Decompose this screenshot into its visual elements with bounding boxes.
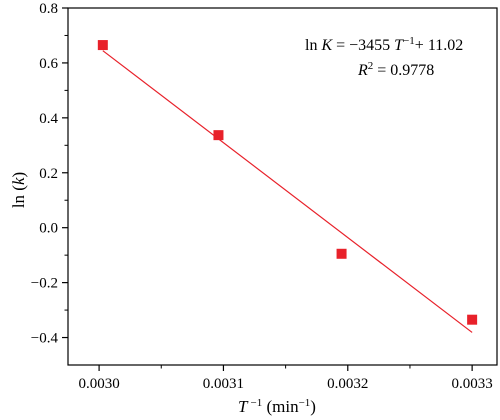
y-tick-label: 0.2 bbox=[39, 166, 58, 182]
x-tick-label: 0.0033 bbox=[452, 376, 493, 392]
y-axis-label: ln (k) bbox=[9, 172, 28, 208]
r-squared-label: R2 = 0.9778 bbox=[357, 60, 434, 79]
data-point bbox=[467, 314, 478, 325]
y-tick-label: 0.0 bbox=[39, 221, 58, 237]
y-tick-label: 0.4 bbox=[39, 111, 58, 127]
y-tick-label: −0.4 bbox=[31, 331, 59, 347]
x-tick-label: 0.0031 bbox=[203, 376, 244, 392]
data-point bbox=[336, 248, 347, 259]
data-point bbox=[213, 130, 224, 141]
x-tick-label: 0.0032 bbox=[327, 376, 368, 392]
x-tick-label: 0.0030 bbox=[78, 376, 119, 392]
fit-line bbox=[102, 50, 473, 333]
fit-equation: ln K = −3455 T−1+ 11.02 bbox=[305, 35, 463, 54]
y-tick-label: 0.8 bbox=[39, 1, 58, 17]
data-point bbox=[97, 40, 108, 51]
x-axis-label: T −1 (min−1) bbox=[238, 397, 316, 416]
y-tick-label: 0.6 bbox=[39, 56, 58, 72]
y-tick-label: −0.2 bbox=[31, 276, 58, 292]
plot-frame bbox=[67, 7, 498, 366]
